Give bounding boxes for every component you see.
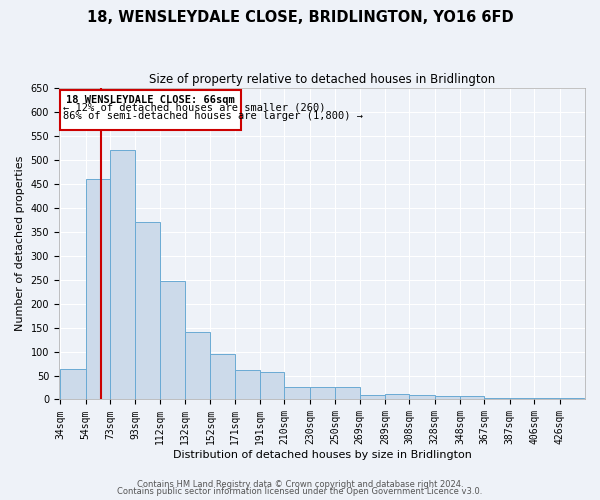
- Bar: [409, 394, 434, 400]
- Bar: [310, 388, 335, 400]
- Text: Contains HM Land Registry data © Crown copyright and database right 2024.: Contains HM Land Registry data © Crown c…: [137, 480, 463, 489]
- Bar: [510, 398, 534, 400]
- FancyBboxPatch shape: [60, 90, 241, 130]
- Bar: [484, 398, 510, 400]
- Bar: [385, 394, 409, 400]
- Bar: [534, 398, 560, 400]
- Text: ← 12% of detached houses are smaller (260): ← 12% of detached houses are smaller (26…: [63, 103, 325, 113]
- X-axis label: Distribution of detached houses by size in Bridlington: Distribution of detached houses by size …: [173, 450, 472, 460]
- Bar: [185, 332, 211, 400]
- Text: Contains public sector information licensed under the Open Government Licence v3: Contains public sector information licen…: [118, 488, 482, 496]
- Bar: [235, 370, 260, 400]
- Title: Size of property relative to detached houses in Bridlington: Size of property relative to detached ho…: [149, 72, 495, 86]
- Bar: [60, 370, 86, 400]
- Bar: [284, 388, 310, 400]
- Text: 18 WENSLEYDALE CLOSE: 66sqm: 18 WENSLEYDALE CLOSE: 66sqm: [66, 95, 235, 105]
- Bar: [86, 179, 110, 400]
- Bar: [136, 222, 160, 400]
- Bar: [335, 386, 359, 400]
- Text: 86% of semi-detached houses are larger (1,800) →: 86% of semi-detached houses are larger (…: [63, 111, 363, 121]
- Bar: [359, 394, 385, 400]
- Bar: [211, 354, 235, 400]
- Y-axis label: Number of detached properties: Number of detached properties: [15, 156, 25, 332]
- Bar: [260, 372, 284, 400]
- Bar: [434, 396, 460, 400]
- Bar: [160, 280, 185, 400]
- Bar: [110, 150, 136, 400]
- Text: 18, WENSLEYDALE CLOSE, BRIDLINGTON, YO16 6FD: 18, WENSLEYDALE CLOSE, BRIDLINGTON, YO16…: [86, 10, 514, 25]
- Bar: [460, 396, 484, 400]
- Bar: [560, 398, 584, 400]
